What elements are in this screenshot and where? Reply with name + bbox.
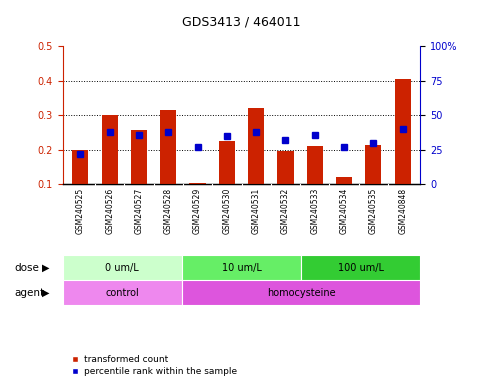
Text: 10 um/L: 10 um/L bbox=[222, 263, 261, 273]
Text: homocysteine: homocysteine bbox=[267, 288, 335, 298]
Text: control: control bbox=[105, 288, 139, 298]
Bar bbox=[219, 141, 235, 184]
Bar bbox=[160, 110, 176, 184]
Legend: transformed count, percentile rank within the sample: transformed count, percentile rank withi… bbox=[67, 352, 240, 379]
Bar bbox=[63, 280, 182, 305]
Text: GDS3413 / 464011: GDS3413 / 464011 bbox=[182, 15, 301, 28]
Text: ▶: ▶ bbox=[42, 263, 50, 273]
Bar bbox=[182, 280, 420, 305]
Bar bbox=[72, 150, 88, 184]
Text: GSM240526: GSM240526 bbox=[105, 188, 114, 234]
Text: 0 um/L: 0 um/L bbox=[105, 263, 139, 273]
Bar bbox=[336, 177, 352, 184]
Bar bbox=[301, 255, 420, 280]
Bar bbox=[182, 255, 301, 280]
Text: GSM240529: GSM240529 bbox=[193, 188, 202, 234]
Text: 100 um/L: 100 um/L bbox=[338, 263, 384, 273]
Bar bbox=[101, 115, 118, 184]
Bar bbox=[395, 79, 411, 184]
Text: GSM240525: GSM240525 bbox=[76, 188, 85, 234]
Text: GSM240532: GSM240532 bbox=[281, 188, 290, 234]
Text: dose: dose bbox=[14, 263, 40, 273]
Bar bbox=[365, 145, 382, 184]
Text: ▶: ▶ bbox=[42, 288, 50, 298]
Bar bbox=[189, 183, 206, 184]
Text: GSM240527: GSM240527 bbox=[134, 188, 143, 234]
Bar bbox=[63, 255, 182, 280]
Bar bbox=[277, 152, 294, 184]
Text: GSM240848: GSM240848 bbox=[398, 188, 407, 234]
Text: GSM240531: GSM240531 bbox=[252, 188, 261, 234]
Text: GSM240534: GSM240534 bbox=[340, 188, 349, 234]
Bar bbox=[248, 108, 264, 184]
Text: GSM240530: GSM240530 bbox=[222, 188, 231, 234]
Bar bbox=[307, 146, 323, 184]
Bar bbox=[131, 130, 147, 184]
Text: agent: agent bbox=[14, 288, 44, 298]
Text: GSM240528: GSM240528 bbox=[164, 188, 173, 234]
Text: GSM240535: GSM240535 bbox=[369, 188, 378, 234]
Text: GSM240533: GSM240533 bbox=[310, 188, 319, 234]
